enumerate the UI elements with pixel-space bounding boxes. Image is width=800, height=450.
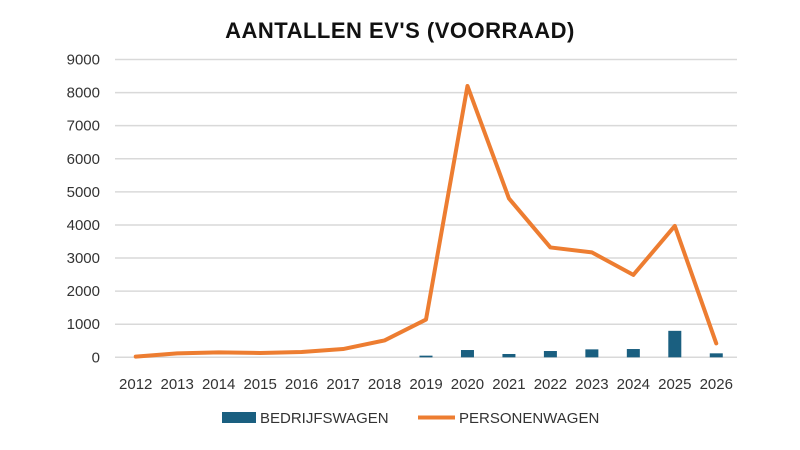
- x-tick-label: 2019: [409, 376, 442, 393]
- x-tick-label: 2026: [700, 376, 733, 393]
- x-tick-label: 2022: [534, 376, 567, 393]
- y-tick-label: 8000: [67, 85, 100, 102]
- x-tick-label: 2017: [326, 376, 359, 393]
- y-tick-label: 3000: [67, 250, 100, 267]
- y-tick-label: 1000: [67, 316, 100, 333]
- x-tick-label: 2016: [285, 376, 318, 393]
- legend-label-bedrijfswagen: BEDRIJFSWAGEN: [260, 410, 389, 427]
- bar-bedrijfswagen: [709, 353, 723, 358]
- line-personenwagen: [133, 83, 719, 359]
- bar-bedrijfswagen: [626, 349, 640, 358]
- legend-label-personenwagen: PERSONENWAGEN: [459, 410, 599, 427]
- legend-swatch-bedrijfswagen: [222, 412, 256, 423]
- y-tick-label: 4000: [67, 217, 100, 234]
- bar-bedrijfswagen: [460, 350, 474, 358]
- x-tick-label: 2012: [119, 376, 152, 393]
- x-tick-label: 2023: [575, 376, 608, 393]
- x-tick-label: 2024: [617, 376, 650, 393]
- chart-title: AANTALLEN EV'S (VOORRAAD): [225, 18, 575, 43]
- bar-bedrijfswagen: [502, 353, 516, 358]
- y-tick-label: 0: [92, 349, 100, 366]
- x-tick-label: 2018: [368, 376, 401, 393]
- bar-bedrijfswagen: [668, 330, 682, 358]
- y-tick-label: 6000: [67, 151, 100, 168]
- x-tick-label: 2014: [202, 376, 235, 393]
- x-tick-label: 2013: [161, 376, 194, 393]
- x-tick-label: 2021: [492, 376, 525, 393]
- y-tick-label: 5000: [67, 184, 100, 201]
- y-tick-label: 2000: [67, 283, 100, 300]
- bar-bedrijfswagen: [419, 355, 433, 358]
- y-tick-label: 7000: [67, 118, 100, 135]
- y-tick-label: 9000: [67, 52, 100, 69]
- bar-bedrijfswagen: [543, 351, 557, 358]
- x-tick-label: 2015: [243, 376, 276, 393]
- x-tick-label: 2025: [658, 376, 691, 393]
- x-tick-label: 2020: [451, 376, 484, 393]
- bar-bedrijfswagen: [585, 349, 599, 358]
